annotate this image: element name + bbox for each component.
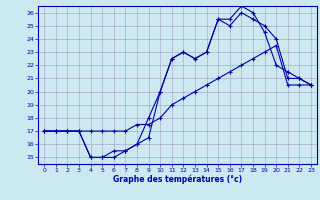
X-axis label: Graphe des températures (°c): Graphe des températures (°c) <box>113 175 242 184</box>
